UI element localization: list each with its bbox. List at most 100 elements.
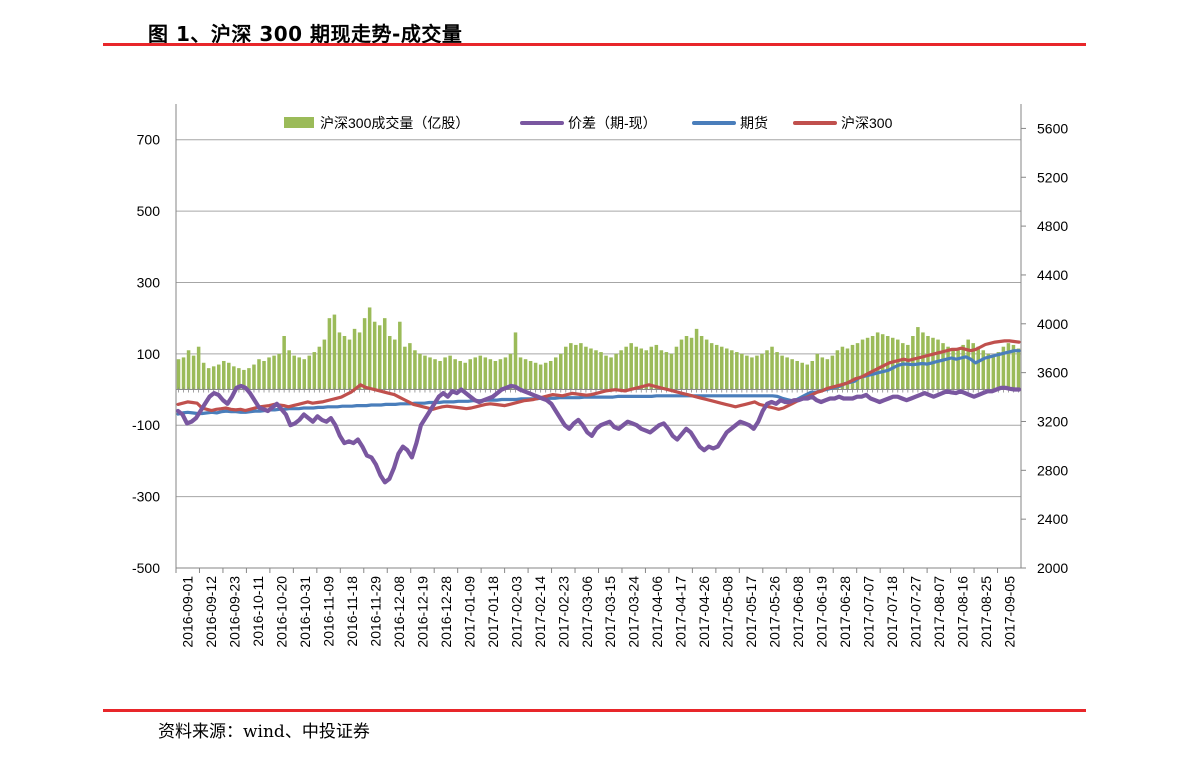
volume-bar [875, 332, 880, 390]
volume-bar [911, 336, 915, 390]
volume-bar [946, 346, 950, 390]
volume-bar [654, 344, 659, 390]
x-tick-label: 2016-12-19 [415, 576, 431, 648]
volume-bar [634, 346, 638, 390]
volume-bar [941, 343, 945, 390]
y-right-tick-label: 5200 [1037, 169, 1068, 185]
volume-bar [659, 350, 664, 390]
legend-label: 沪深300成交量（亿股） [320, 115, 469, 131]
x-tick-label: 2017-04-17 [673, 576, 689, 648]
volume-bar [518, 357, 523, 390]
volume-bar [795, 360, 799, 390]
volume-bar [478, 355, 483, 390]
y-left-tick-label: -300 [132, 489, 160, 505]
x-tick-label: 2017-06-08 [790, 576, 806, 648]
volume-bar [468, 359, 473, 390]
legend-item: 期货 [692, 115, 768, 131]
y-right-tick-label: 2800 [1037, 462, 1068, 478]
volume-bar [755, 355, 759, 390]
volume-bar [237, 368, 241, 390]
volume-bar [191, 355, 196, 390]
volume-bar [936, 339, 940, 390]
volume-bar [750, 357, 754, 390]
x-tick-label: 2017-05-17 [743, 576, 759, 648]
volume-bar [976, 346, 981, 390]
volume-bar [317, 346, 322, 390]
volume-bar [699, 336, 704, 390]
x-tick-label: 2017-05-26 [767, 576, 783, 648]
volume-bar [483, 357, 488, 390]
volume-bar [609, 357, 613, 390]
x-tick-label: 2016-09-01 [180, 576, 196, 648]
volume-bar [679, 339, 684, 390]
x-tick-label: 2017-08-25 [978, 576, 994, 648]
x-tick-label: 2017-01-09 [461, 576, 477, 648]
volume-bar [257, 359, 261, 390]
volume-bar [901, 343, 905, 390]
x-tick-label: 2017-02-03 [508, 576, 524, 648]
x-tick-label: 2016-10-31 [297, 576, 313, 648]
title-rule [103, 43, 1086, 46]
volume-bar [760, 353, 764, 390]
basis-line [175, 383, 1022, 485]
volume-bar [297, 357, 301, 390]
volume-bar [1001, 346, 1006, 390]
volume-bar [674, 346, 679, 390]
volume-bar [644, 350, 649, 390]
volume-bar [559, 353, 563, 390]
volume-bar [684, 336, 689, 390]
volume-bar [382, 318, 387, 390]
x-tick-label: 2017-02-14 [532, 576, 548, 648]
legend-item: 价差（期-现） [520, 115, 657, 131]
volume-bar [408, 343, 412, 390]
volume-bar [342, 336, 347, 390]
volume-bar [322, 339, 327, 390]
volume-bar [327, 318, 332, 390]
volume-bar [639, 348, 644, 390]
x-tick-label: 2017-08-07 [931, 576, 947, 648]
volume-bar [206, 368, 211, 390]
volume-bar [599, 352, 603, 390]
volume-bar [252, 364, 256, 390]
y-right-tick-label: 4000 [1037, 316, 1068, 332]
volume-bar [543, 362, 548, 390]
volume-bar [971, 343, 975, 390]
volume-bar [181, 357, 186, 390]
volume-bar [694, 328, 699, 390]
x-tick-label: 2017-06-19 [814, 576, 830, 648]
x-tick-label: 2016-12-28 [438, 576, 454, 648]
volume-bar [614, 353, 618, 390]
y-right-tick-label: 3200 [1037, 413, 1068, 429]
volume-bar [589, 348, 593, 390]
volume-bar [498, 359, 503, 390]
x-tick-label: 2017-08-16 [954, 576, 970, 648]
volume-bar [473, 357, 478, 390]
volume-bar [403, 346, 407, 390]
x-tick-label: 2016-10-20 [274, 576, 290, 648]
volume-bar [780, 355, 784, 390]
volume-bar [820, 357, 825, 390]
volume-bar [890, 337, 895, 390]
index-line [176, 339, 1021, 413]
y-left-tick-label: -100 [132, 417, 160, 433]
volume-bar [423, 355, 427, 390]
y-right-tick-label: 4400 [1037, 267, 1068, 283]
volume-bar [428, 357, 432, 390]
x-tick-label: 2017-03-24 [626, 576, 642, 648]
volume-bar [247, 368, 251, 390]
volume-bar [669, 353, 674, 390]
volume-bar [664, 352, 669, 390]
volume-bar [564, 346, 568, 390]
volume-bar [709, 343, 714, 390]
volume-bar [352, 328, 357, 390]
y-right-tick-label: 4800 [1037, 218, 1068, 234]
volume-bar [981, 350, 986, 390]
volume-bar [845, 348, 850, 390]
x-tick-label: 2017-07-27 [907, 576, 923, 648]
volume-bar [735, 352, 739, 390]
volume-bar [292, 355, 296, 390]
volume-bar [825, 359, 830, 390]
volume-bar [463, 362, 467, 390]
volume-bar [282, 336, 286, 390]
x-tick-label: 2017-03-15 [602, 576, 618, 648]
